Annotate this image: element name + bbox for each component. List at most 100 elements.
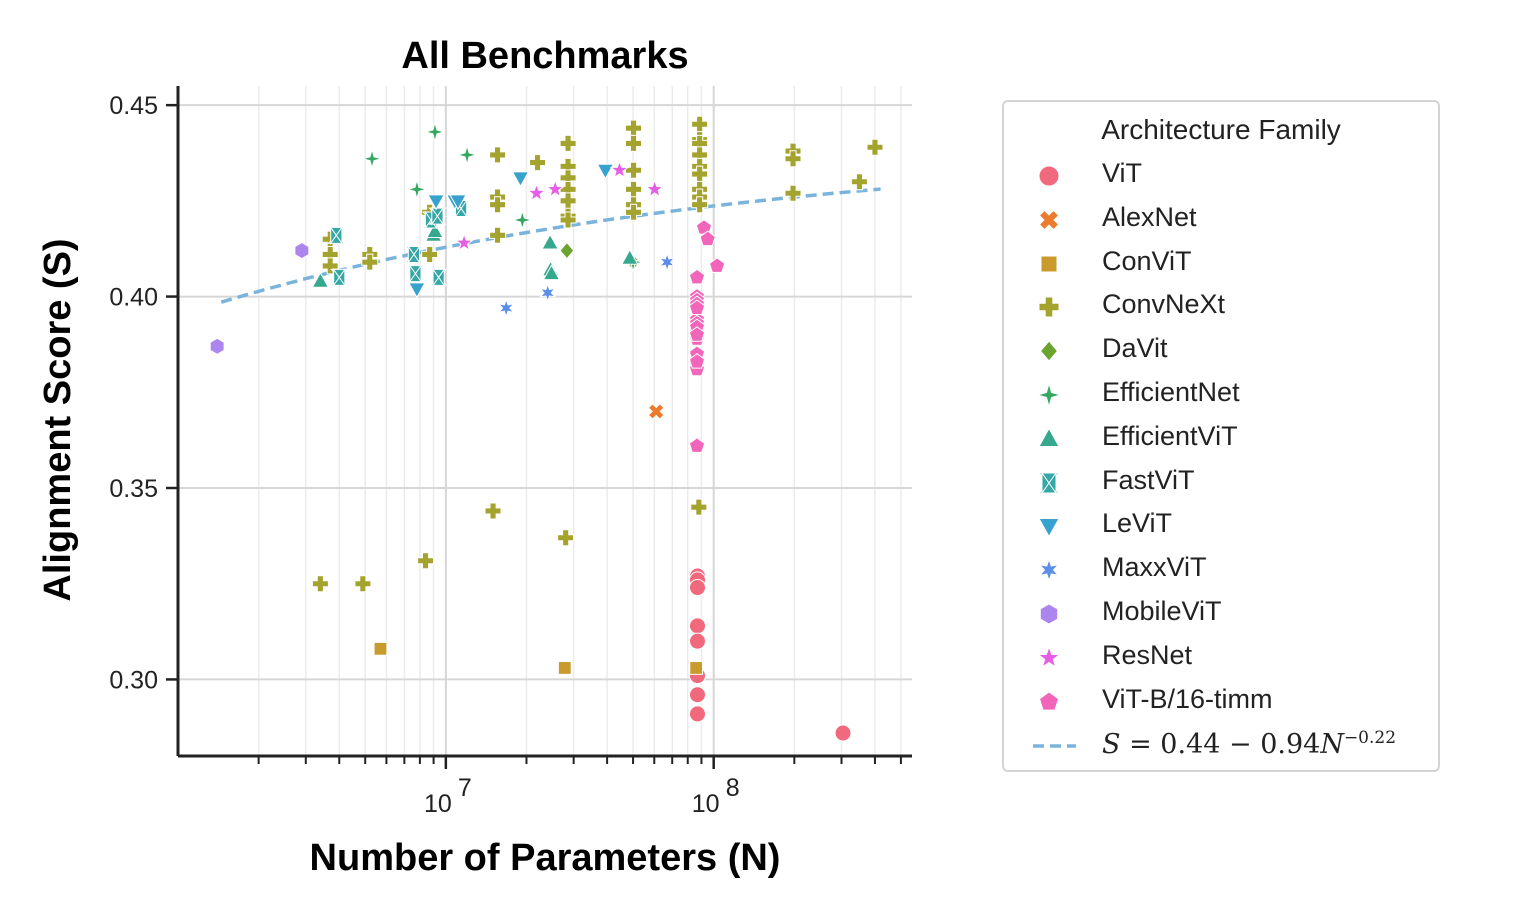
hourglass-left	[409, 264, 417, 284]
data-point	[834, 724, 852, 742]
x-marker-shape	[1038, 209, 1060, 231]
legend-label: ResNet	[1102, 639, 1193, 670]
legend-title: Architecture Family	[1101, 114, 1341, 145]
series-vit-b-16-timm	[688, 219, 726, 453]
data-point	[625, 134, 642, 152]
data-point	[311, 575, 329, 593]
data-point	[354, 575, 372, 593]
legend-marker-shape	[1038, 165, 1060, 187]
legend-marker-shape	[1040, 255, 1058, 273]
legend-item: MaxxViT	[1004, 548, 1438, 588]
legend-item: MobileViT	[1004, 592, 1438, 632]
legend-label: ConViT	[1102, 245, 1192, 276]
data-point	[360, 147, 384, 170]
legend-item: ViT-B/16-timm	[1004, 680, 1438, 720]
data-point	[421, 246, 439, 263]
chart-title: All Benchmarks	[401, 35, 688, 77]
series-efficientvit	[311, 222, 639, 288]
data-point	[542, 264, 561, 281]
y-tick-label: 0.40	[109, 284, 158, 312]
legend-marker	[1039, 340, 1059, 362]
data-point	[489, 196, 507, 214]
legend-marker-shape	[1038, 558, 1060, 583]
legend: Architecture Family ViT AlexNet ConViT Conv…	[1002, 100, 1440, 772]
legend-item: LeViT	[1004, 504, 1438, 544]
data-point	[596, 163, 615, 180]
legend-fit-exponent: −0.22	[1343, 728, 1397, 748]
data-point	[691, 115, 709, 133]
data-point	[294, 242, 310, 260]
data-point	[658, 252, 676, 273]
hourglass-right	[1048, 471, 1057, 495]
x-marker-shape	[647, 403, 665, 420]
data-point	[541, 233, 559, 250]
data-point	[426, 222, 444, 238]
data-point	[429, 267, 448, 288]
data-point	[784, 150, 802, 168]
data-point	[625, 180, 642, 198]
legend-item: EfficientNet	[1004, 373, 1438, 413]
data-point	[688, 632, 706, 650]
series-mobilevit	[209, 242, 310, 355]
hourglass-left	[424, 210, 432, 230]
legend-label: FastViT	[1102, 464, 1195, 495]
data-point	[327, 225, 346, 245]
legend-item-fit: S = 0.44 − 0.94N−0.22	[1004, 724, 1438, 764]
legend-marker	[1038, 296, 1060, 318]
data-point	[850, 173, 868, 191]
data-point	[699, 230, 716, 247]
data-point	[489, 146, 507, 164]
hourglass-left	[407, 244, 415, 265]
data-point	[559, 241, 575, 260]
series-levit	[408, 163, 615, 299]
series-resnet	[454, 159, 665, 252]
grid	[178, 86, 912, 756]
data-point	[557, 529, 575, 547]
y-tick-label: 0.35	[109, 475, 158, 503]
data-points	[209, 115, 884, 742]
series-fastvit	[327, 198, 471, 288]
data-point	[688, 268, 706, 285]
legend-marker	[1038, 690, 1060, 711]
series-maxxvit	[497, 252, 676, 319]
hourglass-left	[431, 206, 439, 226]
data-point	[557, 661, 572, 675]
legend-item: FastViT	[1004, 461, 1438, 501]
data-point	[644, 179, 665, 198]
data-point	[427, 194, 445, 211]
legend-label: ViT	[1102, 158, 1143, 188]
series-convit	[373, 641, 704, 675]
data-point	[625, 203, 642, 221]
data-point	[609, 159, 630, 179]
legend-label: MaxxViT	[1102, 552, 1207, 583]
hourglass-left	[1041, 471, 1050, 495]
data-point	[408, 282, 426, 299]
data-point	[404, 244, 424, 265]
data-point	[688, 705, 706, 723]
x-tick-label: 10	[692, 790, 720, 818]
data-point	[417, 552, 435, 570]
legend-marker-shape	[1035, 381, 1063, 409]
legend-item: ViT	[1004, 154, 1438, 194]
y-axis-label: Alignment Score (S)	[37, 238, 79, 601]
series-alexnet	[647, 403, 665, 420]
data-point	[511, 208, 534, 232]
data-point	[449, 194, 467, 211]
hourglass-right	[438, 267, 445, 288]
legend-marker	[1037, 645, 1061, 668]
y-tick-label: 0.45	[109, 92, 158, 120]
legend-marker	[1038, 165, 1060, 187]
series-vit	[688, 567, 852, 742]
legend-label: ViT-B/16-timm	[1102, 683, 1273, 714]
hourglass-right	[460, 198, 468, 219]
data-point	[311, 271, 330, 288]
legend-label: DaVit	[1102, 333, 1168, 364]
legend-fit-line	[1032, 744, 1076, 748]
legend-item: ResNet	[1004, 636, 1438, 676]
hourglass-left	[432, 267, 440, 288]
x-tick-exponent: 8	[726, 774, 740, 802]
legend-marker-shape	[1038, 518, 1060, 538]
data-point	[691, 196, 709, 214]
